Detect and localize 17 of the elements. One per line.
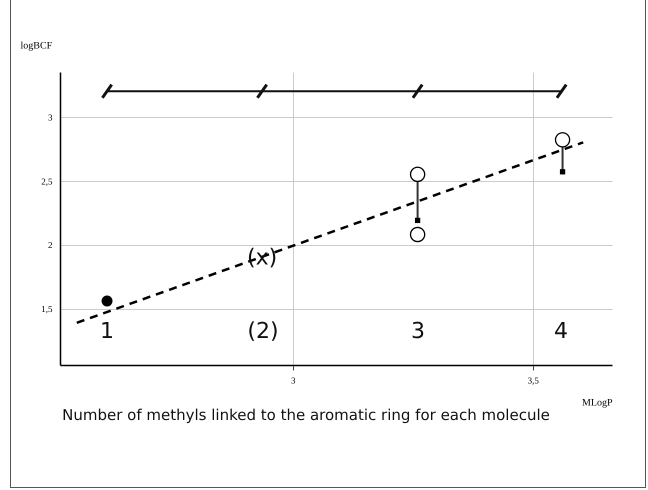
x-tick-label: 3,5	[528, 376, 540, 386]
annotation: 3	[411, 319, 425, 344]
point	[102, 296, 113, 306]
y-tick-label: 2	[48, 240, 52, 250]
point	[410, 166, 426, 182]
point	[554, 132, 570, 148]
annotation: (2)	[247, 319, 279, 344]
point	[560, 169, 566, 174]
annotation: 4	[554, 319, 568, 344]
y-tick-label: 2,5	[41, 176, 53, 186]
y-tick-label: 3	[48, 112, 53, 122]
annotation: 1	[100, 319, 114, 344]
x-axis-title: MLogP	[582, 398, 613, 408]
y-tick-label: 1,5	[41, 304, 53, 314]
y-axis-title: logBCF	[20, 40, 53, 52]
text: Number of methyls linked to the aromatic ring for each molecule	[62, 406, 550, 424]
point	[410, 226, 426, 242]
